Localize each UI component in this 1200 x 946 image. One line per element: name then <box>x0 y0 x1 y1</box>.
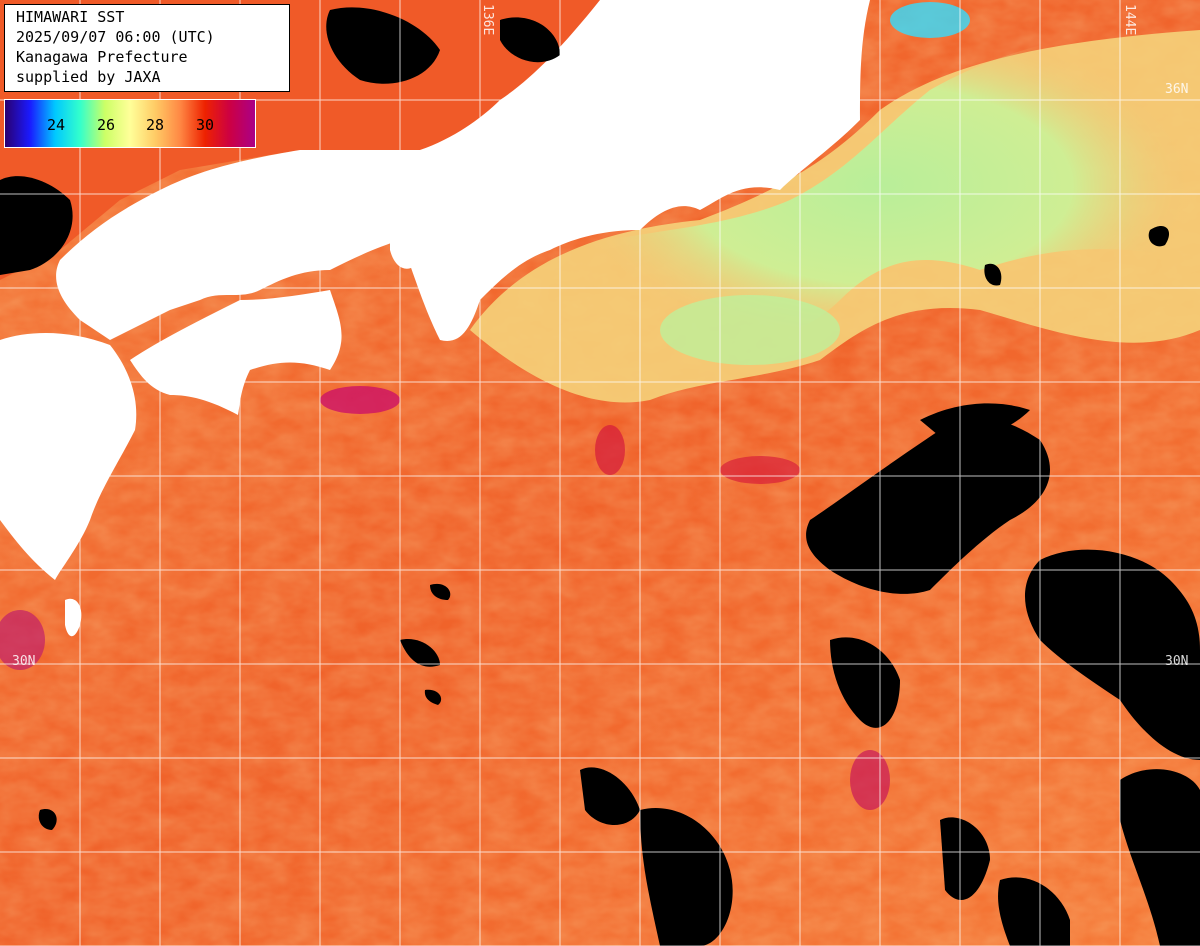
lon-label-136e: 136E <box>480 4 495 36</box>
lat-label-36n: 36N <box>1165 82 1189 97</box>
caption-region: Kanagawa Prefecture <box>16 48 188 66</box>
land-honshu <box>56 0 870 341</box>
warm-patch <box>0 610 45 670</box>
land-shikoku <box>130 290 342 415</box>
colorbar-tick: 26 <box>97 116 116 134</box>
lat-label-30n-left: 30N <box>12 654 36 669</box>
lat-label-30n-right: 30N <box>1165 654 1189 669</box>
caption-credit: supplied by JAXA <box>16 68 161 86</box>
caption-timestamp: 2025/09/07 06:00 (UTC) <box>16 28 215 46</box>
land-island <box>65 598 82 637</box>
temperature-colorbar: 24 26 28 30 <box>4 99 256 148</box>
colorbar-tick: 24 <box>47 116 66 134</box>
land-island <box>390 228 421 269</box>
warm-patch <box>320 386 400 414</box>
colorbar-tick: 30 <box>196 116 215 134</box>
lat-label-33n: 33N <box>4 374 28 389</box>
land-kyushu <box>0 333 137 580</box>
cold-eddy <box>890 2 970 38</box>
warm-patch <box>595 425 625 475</box>
map-caption: HIMAWARI SST 2025/09/07 06:00 (UTC) Kana… <box>4 4 290 92</box>
colorbar-tick: 28 <box>146 116 165 134</box>
cloud-cover <box>0 7 1200 946</box>
cool-patch <box>660 295 840 365</box>
warm-patch <box>720 456 800 484</box>
warm-patch <box>850 750 890 810</box>
lon-label-144e: 144E <box>1122 4 1137 36</box>
caption-title: HIMAWARI SST <box>16 8 125 26</box>
